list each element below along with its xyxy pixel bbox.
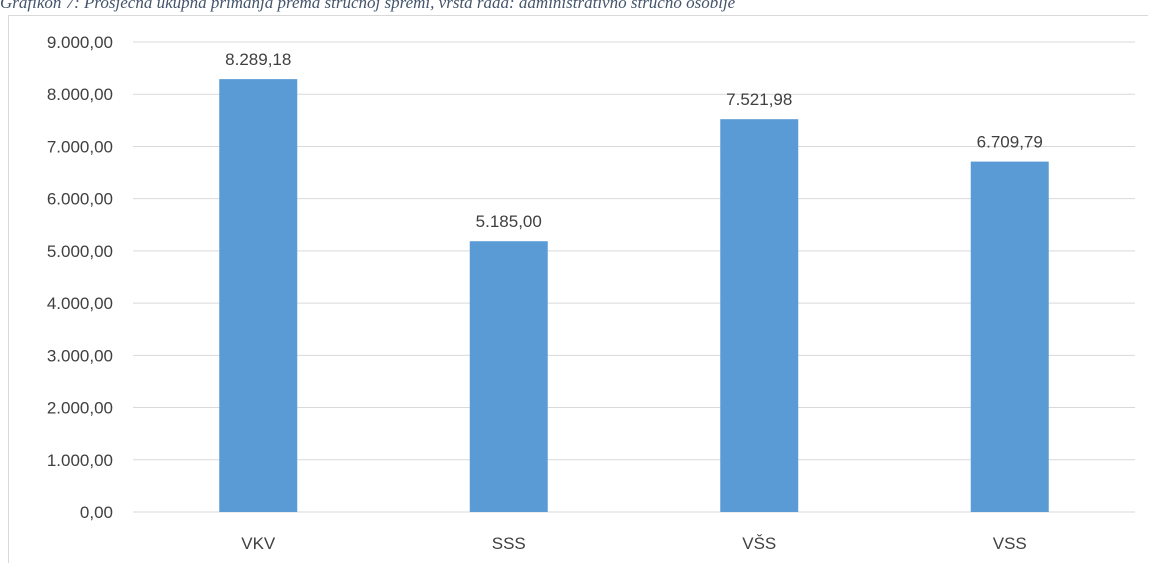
y-tick-label: 9.000,00 xyxy=(47,33,113,52)
bars-layer xyxy=(219,79,1049,512)
data-label: 8.289,18 xyxy=(225,50,291,69)
data-label: 6.709,79 xyxy=(977,133,1043,152)
y-tick-label: 6.000,00 xyxy=(47,190,113,209)
y-tick-label: 0,00 xyxy=(80,503,113,522)
x-tick-label: VŠS xyxy=(742,534,776,553)
x-tick-label: VSS xyxy=(993,534,1027,553)
chart-frame xyxy=(8,15,1148,563)
y-tick-label: 8.000,00 xyxy=(47,85,113,104)
data-label: 7.521,98 xyxy=(726,90,792,109)
chart-caption: Grafikon 7: Prosječna ukupna primanja pr… xyxy=(0,0,736,12)
y-tick-label: 3.000,00 xyxy=(47,346,113,365)
bar-vss xyxy=(970,161,1049,512)
bar-vkv xyxy=(219,79,298,512)
bar-všs xyxy=(720,119,799,512)
x-tick-label: SSS xyxy=(492,534,526,553)
grid-layer xyxy=(133,41,1135,513)
bar-sss xyxy=(469,241,548,512)
x-axis-tick-labels: VKV SSS VŠS VSS xyxy=(241,534,1027,553)
y-axis-tick-labels: 0,00 1.000,00 2.000,00 3.000,00 4.000,00 5.00… xyxy=(47,33,113,522)
y-tick-label: 4.000,00 xyxy=(47,294,113,313)
data-label: 5.185,00 xyxy=(476,212,542,231)
y-tick-label: 1.000,00 xyxy=(47,451,113,470)
y-tick-label: 7.000,00 xyxy=(47,137,113,156)
x-tick-label: VKV xyxy=(241,534,276,553)
y-tick-label: 5.000,00 xyxy=(47,242,113,261)
data-labels-layer: 8.289,18 5.185,00 7.521,98 6.709,79 xyxy=(225,50,1043,231)
y-tick-label: 2.000,00 xyxy=(47,399,113,418)
